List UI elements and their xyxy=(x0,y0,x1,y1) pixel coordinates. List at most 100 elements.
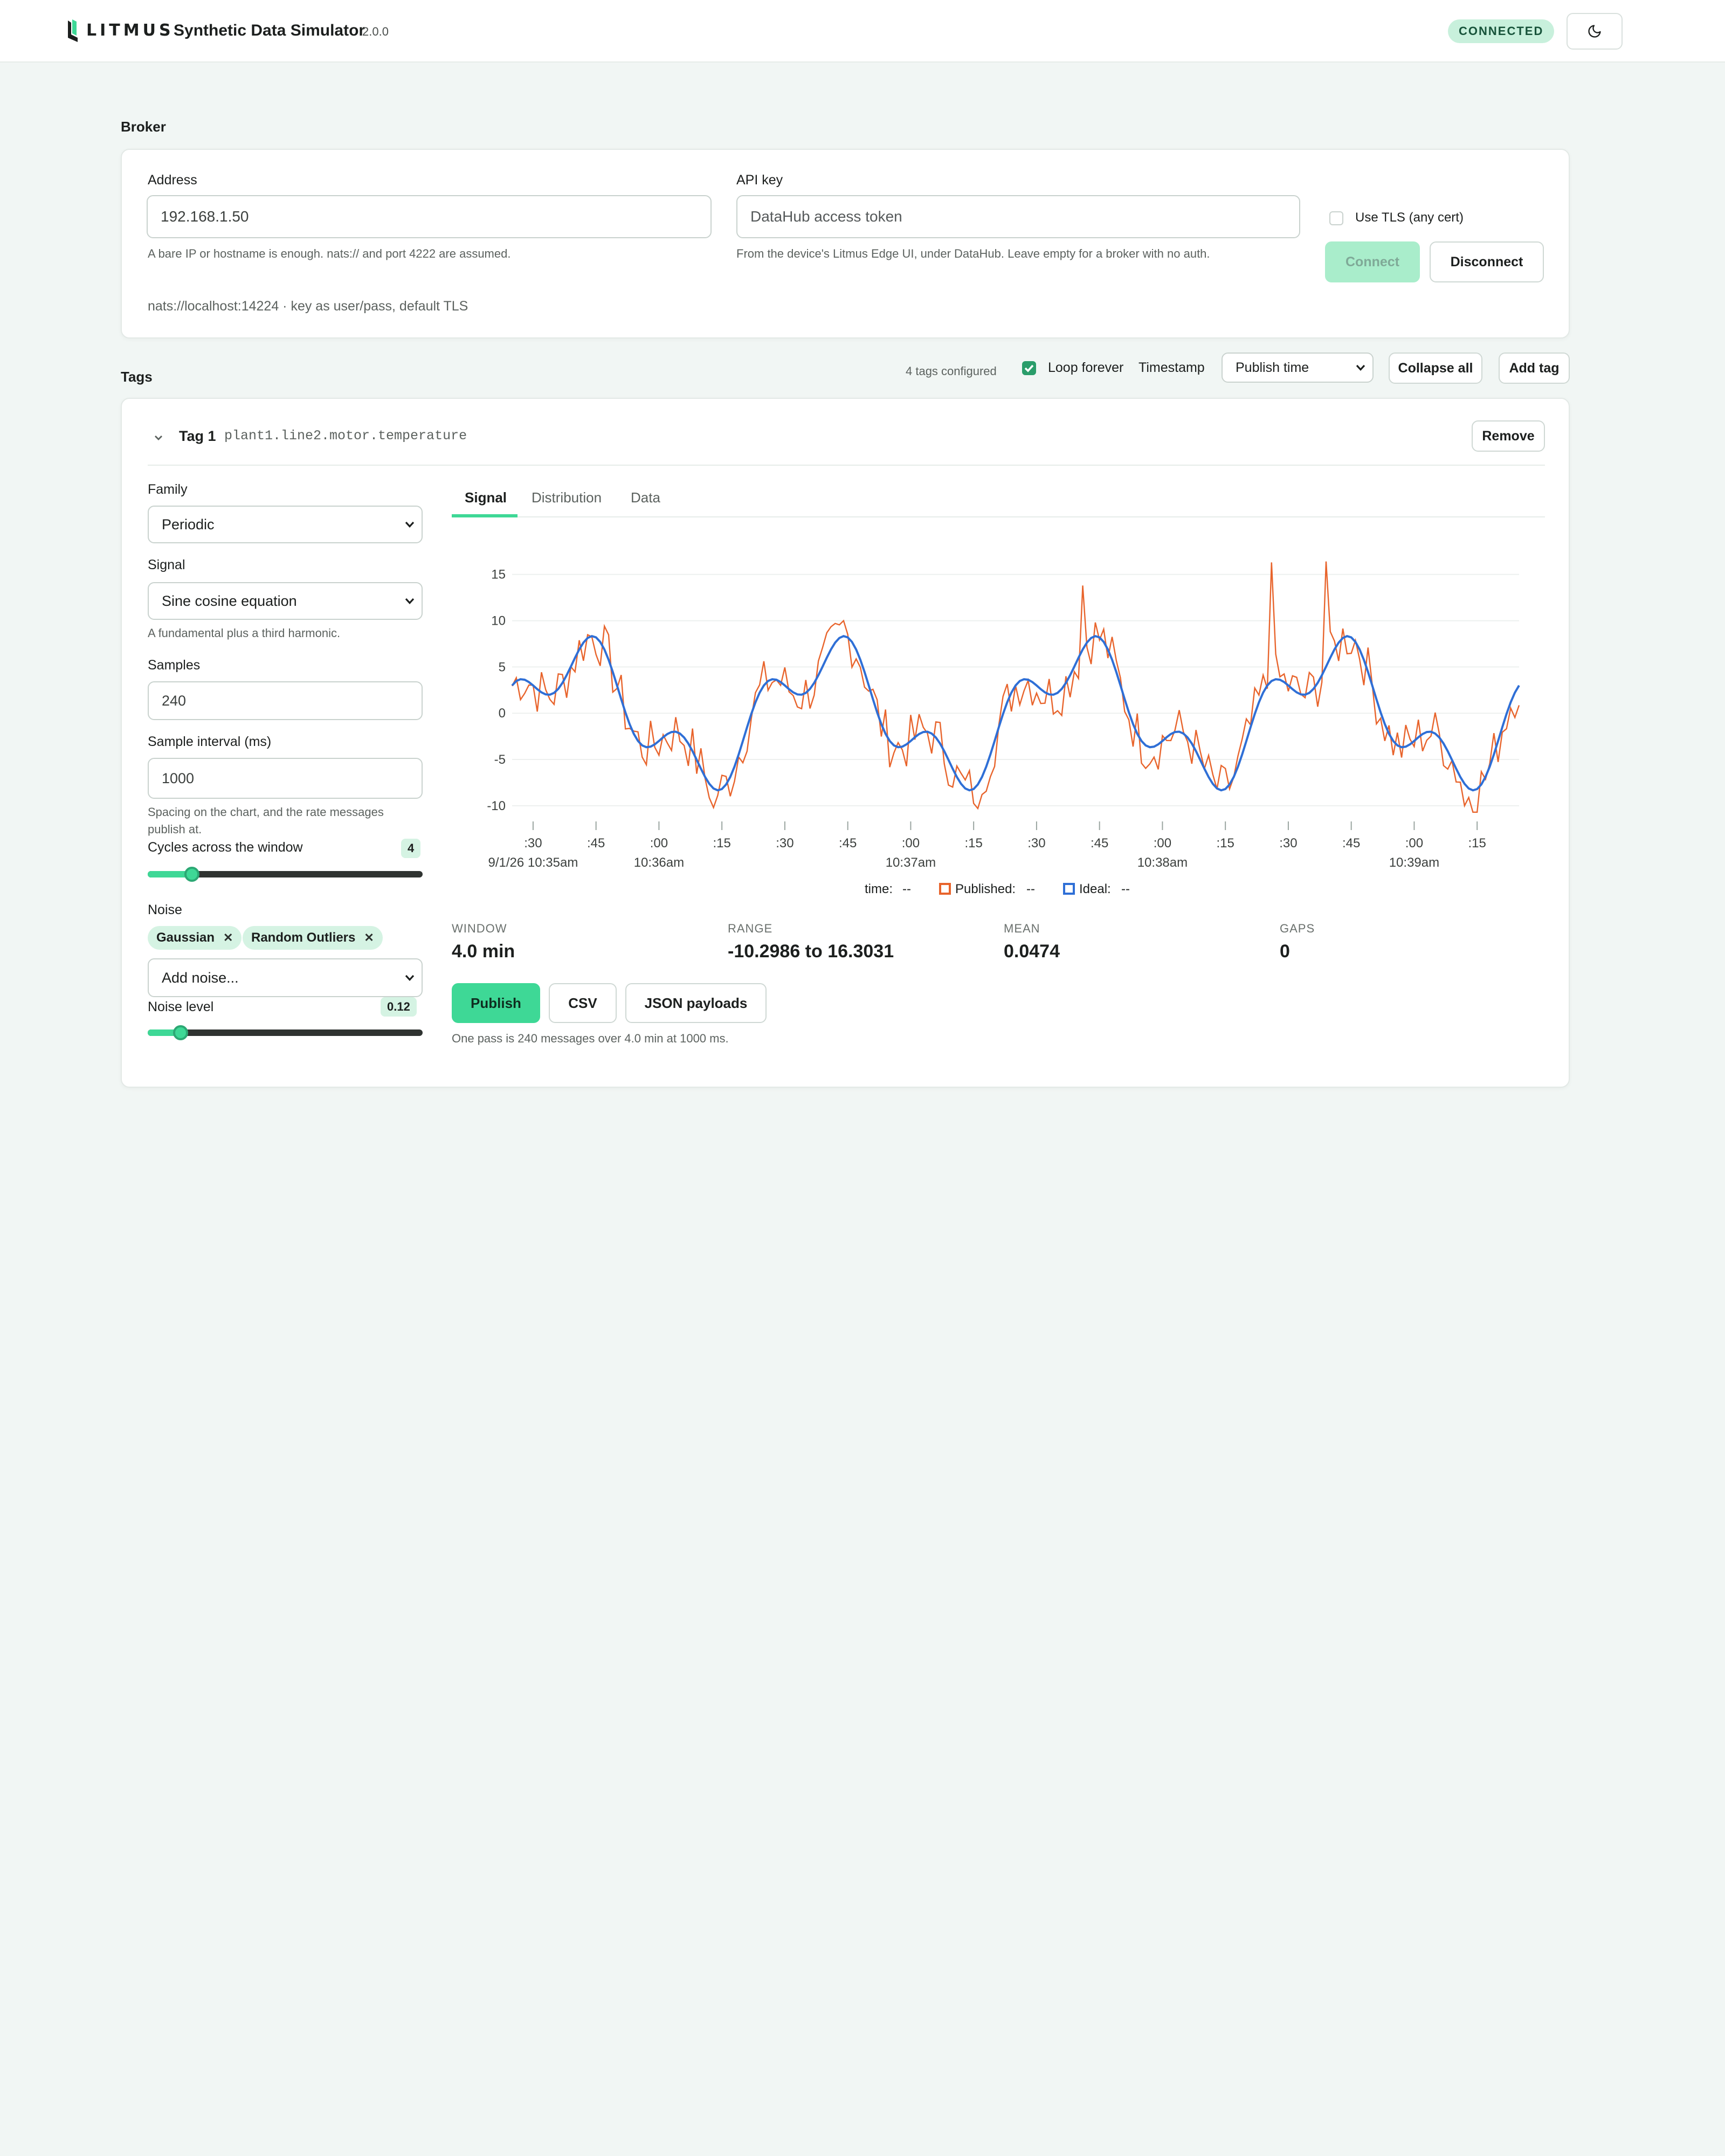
samples-input[interactable] xyxy=(148,681,423,720)
brand-name: LITMUS xyxy=(86,20,174,40)
y-tick-label: -5 xyxy=(494,752,506,767)
cycles-slider-thumb[interactable] xyxy=(184,867,199,882)
connect-button[interactable]: Connect xyxy=(1325,241,1420,282)
noise-chip-random-outliers[interactable]: Random Outliers ✕ xyxy=(243,926,383,950)
legend-published-swatch xyxy=(939,883,951,895)
chevron-down-icon xyxy=(405,598,415,604)
tag-name: Tag 1 xyxy=(179,428,216,444)
ideal-series-line xyxy=(511,635,1520,792)
close-icon[interactable]: ✕ xyxy=(223,931,233,944)
close-icon[interactable]: ✕ xyxy=(364,931,374,944)
tag-path: plant1.line2.motor.temperature xyxy=(224,428,467,444)
noise-level-label: Noise level xyxy=(148,999,214,1014)
json-payloads-button[interactable]: JSON payloads xyxy=(625,983,767,1023)
tag-card: Tag 1 plant1.line2.motor.temperature Rem… xyxy=(121,398,1570,1088)
y-tick-label: 0 xyxy=(499,706,506,721)
app-version: 2.0.0 xyxy=(362,25,389,38)
broker-card: Address A bare IP or hostname is enough.… xyxy=(121,149,1570,338)
noise-chip-gaussian[interactable]: Gaussian ✕ xyxy=(148,926,242,950)
broker-section-title: Broker xyxy=(121,119,166,135)
publish-button[interactable]: Publish xyxy=(452,983,540,1023)
signal-select-value: Sine cosine equation xyxy=(162,592,297,609)
legend-published-value: -- xyxy=(1026,882,1035,896)
tags-section-title: Tags xyxy=(121,369,153,385)
y-tick-label: 15 xyxy=(491,568,506,582)
noise-level-value-badge: 0.12 xyxy=(381,997,417,1017)
noise-level-slider-track xyxy=(148,1029,423,1036)
cycles-label: Cycles across the window xyxy=(148,840,303,855)
x-tick-label: :15 xyxy=(713,836,730,851)
signal-label: Signal xyxy=(148,557,185,572)
add-tag-button[interactable]: Add tag xyxy=(1499,353,1570,384)
loop-forever-checkbox[interactable] xyxy=(1022,361,1036,375)
timestamp-label: Timestamp xyxy=(1138,360,1205,375)
legend-ideal-value: -- xyxy=(1121,882,1130,896)
noise-level-slider-fill xyxy=(148,1029,181,1036)
collapse-chevron-icon[interactable] xyxy=(153,432,164,443)
legend-published-label: Published: xyxy=(955,882,1016,896)
add-noise-select[interactable]: Add noise... xyxy=(148,958,423,997)
samples-label: Samples xyxy=(148,658,201,673)
x-tick-label: :15 xyxy=(964,836,982,851)
collapse-all-button[interactable]: Collapse all xyxy=(1389,353,1482,384)
y-tick-label: 5 xyxy=(499,660,506,674)
family-select[interactable]: Periodic xyxy=(148,506,423,543)
noise-label: Noise xyxy=(148,902,182,917)
tag-divider xyxy=(148,465,1545,466)
tab-data[interactable]: Data xyxy=(631,489,660,506)
tabs-underline xyxy=(452,516,1545,517)
tab-signal[interactable]: Signal xyxy=(465,489,507,506)
app-title: Synthetic Data Simulator xyxy=(174,22,365,39)
noise-chip-label: Random Outliers xyxy=(251,930,356,945)
x-tick-label: :15 xyxy=(1216,836,1234,851)
stat-window-label: WINDOW xyxy=(452,922,507,935)
stat-mean-label: MEAN xyxy=(1004,922,1040,935)
x-tick-label: :00 xyxy=(1405,836,1423,851)
api-key-label: API key xyxy=(736,172,783,188)
timestamp-select[interactable]: Publish time xyxy=(1222,353,1374,383)
x-tick-label: :00 xyxy=(650,836,668,851)
remove-tag-button[interactable]: Remove xyxy=(1472,420,1545,452)
tab-distribution[interactable]: Distribution xyxy=(532,489,602,506)
csv-button[interactable]: CSV xyxy=(549,983,617,1023)
timestamp-select-value: Publish time xyxy=(1236,360,1309,375)
active-tab-indicator xyxy=(452,514,518,517)
signal-select[interactable]: Sine cosine equation xyxy=(148,582,423,620)
x-tick-label: :30 xyxy=(1027,836,1045,851)
add-noise-select-value: Add noise... xyxy=(162,969,239,986)
moon-icon xyxy=(1588,25,1601,38)
x-tick-label: :45 xyxy=(839,836,857,851)
chart-grid xyxy=(512,573,1519,806)
y-axis: 15 10 5 0 -5 -10 xyxy=(487,568,506,813)
stat-window-value: 4.0 min xyxy=(452,941,515,962)
interval-label: Sample interval (ms) xyxy=(148,734,272,749)
cycles-slider-track xyxy=(148,871,423,877)
x-tick-label: :00 xyxy=(902,836,920,851)
theme-toggle-button[interactable] xyxy=(1567,13,1623,50)
cycles-slider-fill xyxy=(148,871,192,877)
stat-mean-value: 0.0474 xyxy=(1004,941,1060,962)
x-tick-sublabel: 10:39am xyxy=(1389,855,1439,870)
family-label: Family xyxy=(148,482,188,497)
publish-hint: One pass is 240 messages over 4.0 min at… xyxy=(452,1032,729,1045)
address-input[interactable] xyxy=(147,195,712,238)
legend-time-value: -- xyxy=(902,882,911,896)
legend-time-label: time: xyxy=(865,882,893,896)
y-tick-label: -10 xyxy=(487,799,506,813)
x-tick-label: :00 xyxy=(1154,836,1171,851)
check-icon xyxy=(1024,364,1034,372)
tls-checkbox[interactable] xyxy=(1329,211,1343,225)
x-tick-sublabel: 10:38am xyxy=(1137,855,1188,870)
disconnect-button[interactable]: Disconnect xyxy=(1430,241,1544,282)
interval-input[interactable] xyxy=(148,758,423,799)
noise-level-slider-thumb[interactable] xyxy=(173,1025,189,1040)
x-tick-label: :30 xyxy=(524,836,542,851)
api-key-input[interactable] xyxy=(736,195,1300,238)
legend-ideal-swatch xyxy=(1063,883,1075,895)
y-tick-label: 10 xyxy=(491,614,506,628)
x-tick-label: :30 xyxy=(776,836,794,851)
x-tick-sublabel: 10:37am xyxy=(886,855,936,870)
signal-chart[interactable]: 15 10 5 0 -5 -10 :30 9/1/26 10:35am:45:00 10:36… xyxy=(452,539,1545,906)
x-tick-sublabel: 9/1/26 10:35am xyxy=(488,855,578,870)
x-tick-label: :45 xyxy=(1091,836,1108,851)
